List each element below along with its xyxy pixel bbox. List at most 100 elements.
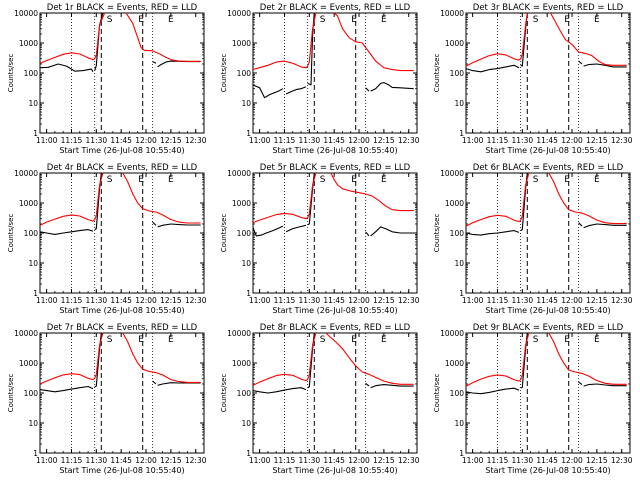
y-tick-label: 1: [459, 449, 464, 458]
y-tick-label: 1000: [445, 39, 464, 48]
x-tick-label: 11:45: [110, 296, 132, 305]
y-tick-label: 1: [459, 129, 464, 138]
lld-series-line: [122, 332, 201, 383]
x-tick-label: 11:15: [487, 456, 509, 465]
events-series-line: [252, 387, 307, 394]
y-tick-label: 1000: [445, 199, 464, 208]
x-axis-label: Start Time (26-Jul-08 10:55:40): [59, 146, 184, 155]
x-tick-label: 11:45: [110, 456, 132, 465]
y-tick-label: 10000: [440, 9, 464, 18]
x-axis-label: Start Time (26-Jul-08 10:55:40): [485, 466, 610, 475]
events-series-line: [365, 87, 370, 92]
y-tick-label: 100: [237, 389, 252, 398]
x-tick-label: 12:15: [586, 456, 608, 465]
x-tick-label: 11:00: [462, 456, 484, 465]
y-tick-label: 10: [28, 259, 38, 268]
x-tick-label: 12:00: [348, 456, 370, 465]
y-tick-label: 10000: [14, 9, 38, 18]
x-tick-label: 12:00: [348, 136, 370, 145]
x-tick-label: 12:00: [561, 456, 583, 465]
x-tick-label: 11:45: [323, 136, 345, 145]
detector-panel: Det 5r BLACK = Events, RED = LLD 1 10 100 10…: [220, 163, 420, 315]
panel-title: Det 7r BLACK = Events, RED = LLD: [47, 323, 198, 333]
x-tick-label: 12:00: [348, 296, 370, 305]
lld-series-line: [122, 172, 201, 224]
x-tick-label: 11:45: [536, 296, 558, 305]
y-tick-label: 10: [28, 419, 38, 428]
y-tick-label: 10: [454, 419, 464, 428]
y-tick-label: 10000: [14, 329, 38, 338]
lld-series-line: [330, 172, 414, 212]
x-tick-label: 12:00: [561, 136, 583, 145]
x-tick-label: 12:30: [185, 456, 207, 465]
x-tick-label: 11:00: [249, 296, 271, 305]
x-tick-label: 11:45: [323, 456, 345, 465]
x-tick-label: 11:00: [249, 456, 271, 465]
x-tick-label: 11:15: [274, 136, 296, 145]
events-series-line: [370, 226, 414, 237]
x-tick-label: 12:15: [586, 296, 608, 305]
events-series-line: [285, 224, 307, 233]
detector-panel: Det 7r BLACK = Events, RED = LLD 1 10 100 10…: [7, 323, 207, 475]
events-series-line: [578, 381, 583, 386]
x-tick-label: 12:30: [185, 296, 207, 305]
x-axis-label: Start Time (26-Jul-08 10:55:40): [485, 306, 610, 315]
y-axis-label: Counts/sec: [433, 214, 441, 253]
y-tick-label: 1: [246, 449, 251, 458]
event-marker-label: E: [564, 15, 570, 25]
x-tick-label: 12:15: [160, 296, 182, 305]
plot-frame: [252, 12, 418, 134]
event-marker-label: S: [320, 15, 326, 25]
x-tick-label: 12:00: [135, 456, 157, 465]
y-tick-label: 100: [237, 229, 252, 238]
detector-panel: Det 3r BLACK = Events, RED = LLD 1 10 100 10…: [433, 3, 633, 155]
event-marker-label: E: [138, 15, 144, 25]
x-axis-label: Start Time (26-Jul-08 10:55:40): [272, 146, 397, 155]
events-series-line: [152, 221, 157, 226]
y-tick-label: 10: [28, 99, 38, 108]
events-series-line: [583, 223, 627, 229]
x-tick-label: 11:30: [299, 136, 321, 145]
y-tick-label: 100: [450, 229, 465, 238]
x-tick-label: 11:30: [86, 296, 108, 305]
detector-panel: Det 2r BLACK = Events, RED = LLD 1 10 100 10…: [220, 3, 420, 155]
events-series-line: [39, 63, 94, 73]
x-tick-label: 11:00: [36, 296, 58, 305]
x-tick-label: 12:15: [373, 296, 395, 305]
x-tick-label: 11:15: [274, 296, 296, 305]
panel-title: Det 2r BLACK = Events, RED = LLD: [260, 3, 411, 13]
y-tick-label: 1: [459, 289, 464, 298]
detector-panel: Det 8r BLACK = Events, RED = LLD 1 10 100 10…: [220, 323, 420, 475]
detector-panel: Det 1r BLACK = Events, RED = LLD 1 10 100 10…: [7, 3, 207, 155]
event-marker-label: S: [320, 175, 326, 185]
panel-title: Det 9r BLACK = Events, RED = LLD: [473, 323, 624, 333]
x-tick-label: 11:00: [36, 136, 58, 145]
event-marker-label: E: [564, 175, 570, 185]
detector-panel: Det 6r BLACK = Events, RED = LLD 1 10 100 10…: [433, 163, 633, 315]
events-series-line: [365, 231, 370, 237]
x-tick-label: 11:30: [86, 136, 108, 145]
events-series-line: [157, 223, 201, 228]
x-tick-label: 11:30: [512, 456, 534, 465]
plot-frame: [252, 332, 418, 454]
y-tick-label: 10000: [440, 169, 464, 178]
plot-frame: [465, 172, 631, 294]
x-tick-label: 11:30: [512, 136, 534, 145]
x-axis-label: Start Time (26-Jul-08 10:55:40): [485, 146, 610, 155]
events-series-line: [285, 86, 307, 95]
y-axis-label: Counts/sec: [220, 374, 228, 413]
x-tick-label: 11:30: [86, 456, 108, 465]
y-tick-label: 1000: [445, 359, 464, 368]
event-marker-label: S: [107, 175, 113, 185]
x-tick-label: 12:15: [586, 136, 608, 145]
events-series-line: [578, 222, 583, 227]
y-tick-label: 100: [24, 229, 39, 238]
y-tick-label: 1000: [232, 359, 251, 368]
event-marker-label: E: [168, 15, 174, 25]
y-tick-label: 1: [33, 449, 38, 458]
event-marker-label: E: [138, 335, 144, 345]
x-tick-label: 11:45: [110, 136, 132, 145]
x-tick-label: 11:15: [487, 296, 509, 305]
event-marker-label: S: [533, 335, 539, 345]
y-tick-label: 100: [450, 69, 465, 78]
